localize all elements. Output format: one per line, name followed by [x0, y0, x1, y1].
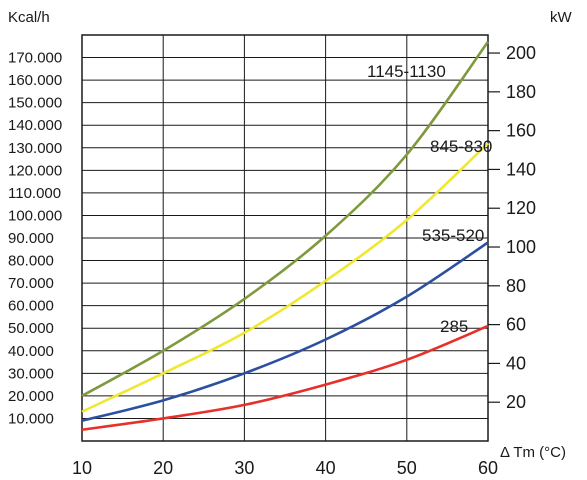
right-tick-label: 120 [506, 198, 536, 218]
x-tick-label: 20 [153, 458, 173, 478]
right-tick-label: 140 [506, 159, 536, 179]
left-tick-label: 170.000 [8, 50, 62, 67]
curve-labels: 1145-1130 845-830 535-520 285 [367, 62, 492, 336]
left-tick-label: 70.000 [8, 275, 54, 292]
right-axis-ticks: 20 40 60 80 100 120 140 160 180 200 [488, 43, 536, 412]
series-label: 535-520 [422, 226, 484, 245]
left-axis-label: Kcal/h [8, 9, 50, 26]
left-axis-ticks: 10.000 20.000 30.000 40.000 50.000 60.000 70.0… [8, 50, 62, 428]
left-tick-label: 80.000 [8, 253, 54, 270]
left-tick-label: 10.000 [8, 410, 54, 427]
left-tick-label: 20.000 [8, 388, 54, 405]
series-label: 845-830 [430, 137, 492, 156]
right-axis-label: kW [550, 9, 573, 26]
left-tick-label: 120.000 [8, 162, 62, 179]
right-tick-label: 40 [506, 353, 526, 373]
left-tick-label: 160.000 [8, 72, 62, 89]
right-tick-label: 20 [506, 392, 526, 412]
series-line-535-520 [81, 241, 489, 422]
right-tick-label: 100 [506, 237, 536, 257]
series-layer [81, 41, 490, 432]
right-tick-label: 180 [506, 82, 536, 102]
x-tick-label: 50 [397, 458, 417, 478]
right-tick-label: 200 [506, 43, 536, 63]
series-line-285 [81, 324, 489, 432]
left-tick-label: 90.000 [8, 230, 54, 247]
left-tick-label: 60.000 [8, 298, 54, 315]
left-tick-label: 50.000 [8, 320, 54, 337]
x-tick-label: 30 [234, 458, 254, 478]
right-tick-label: 160 [506, 121, 536, 141]
plot-frame [81, 34, 489, 442]
x-tick-label: 60 [478, 458, 498, 478]
x-axis-ticks: 10 20 30 40 50 60 [72, 458, 498, 478]
x-tick-label: 40 [316, 458, 336, 478]
x-axis-label: Δ Tm (°C) [500, 444, 566, 461]
left-tick-label: 140.000 [8, 117, 62, 134]
series-line-845-830 [81, 142, 489, 413]
left-tick-label: 100.000 [8, 207, 62, 224]
right-tick-label: 60 [506, 315, 526, 335]
series-label: 285 [440, 317, 468, 336]
series-line-1145-1130 [81, 41, 490, 398]
left-tick-label: 150.000 [8, 95, 62, 112]
left-tick-label: 30.000 [8, 365, 54, 382]
left-tick-label: 40.000 [8, 343, 54, 360]
x-tick-label: 10 [72, 458, 92, 478]
left-tick-label: 110.000 [8, 185, 61, 202]
right-tick-label: 80 [506, 276, 526, 296]
left-tick-label: 130.000 [8, 140, 62, 157]
series-label: 1145-1130 [367, 62, 446, 81]
